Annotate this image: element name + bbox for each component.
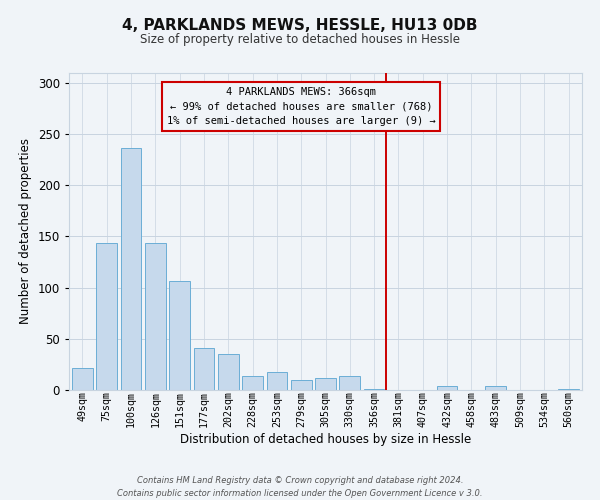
- Bar: [218, 354, 239, 390]
- Bar: [266, 372, 287, 390]
- Bar: [558, 389, 579, 390]
- Bar: [72, 368, 93, 390]
- Bar: [242, 376, 263, 390]
- Text: Size of property relative to detached houses in Hessle: Size of property relative to detached ho…: [140, 34, 460, 46]
- Bar: [340, 376, 360, 390]
- Bar: [291, 380, 311, 390]
- X-axis label: Distribution of detached houses by size in Hessle: Distribution of detached houses by size …: [180, 433, 471, 446]
- Text: 4, PARKLANDS MEWS, HESSLE, HU13 0DB: 4, PARKLANDS MEWS, HESSLE, HU13 0DB: [122, 18, 478, 32]
- Bar: [169, 282, 190, 390]
- Y-axis label: Number of detached properties: Number of detached properties: [19, 138, 32, 324]
- Bar: [315, 378, 336, 390]
- Bar: [437, 386, 457, 390]
- Bar: [194, 348, 214, 390]
- Bar: [97, 242, 117, 390]
- Bar: [145, 242, 166, 390]
- Text: 4 PARKLANDS MEWS: 366sqm
← 99% of detached houses are smaller (768)
1% of semi-d: 4 PARKLANDS MEWS: 366sqm ← 99% of detach…: [167, 87, 436, 126]
- Bar: [485, 386, 506, 390]
- Bar: [364, 389, 385, 390]
- Bar: [121, 148, 142, 390]
- Text: Contains HM Land Registry data © Crown copyright and database right 2024.
Contai: Contains HM Land Registry data © Crown c…: [117, 476, 483, 498]
